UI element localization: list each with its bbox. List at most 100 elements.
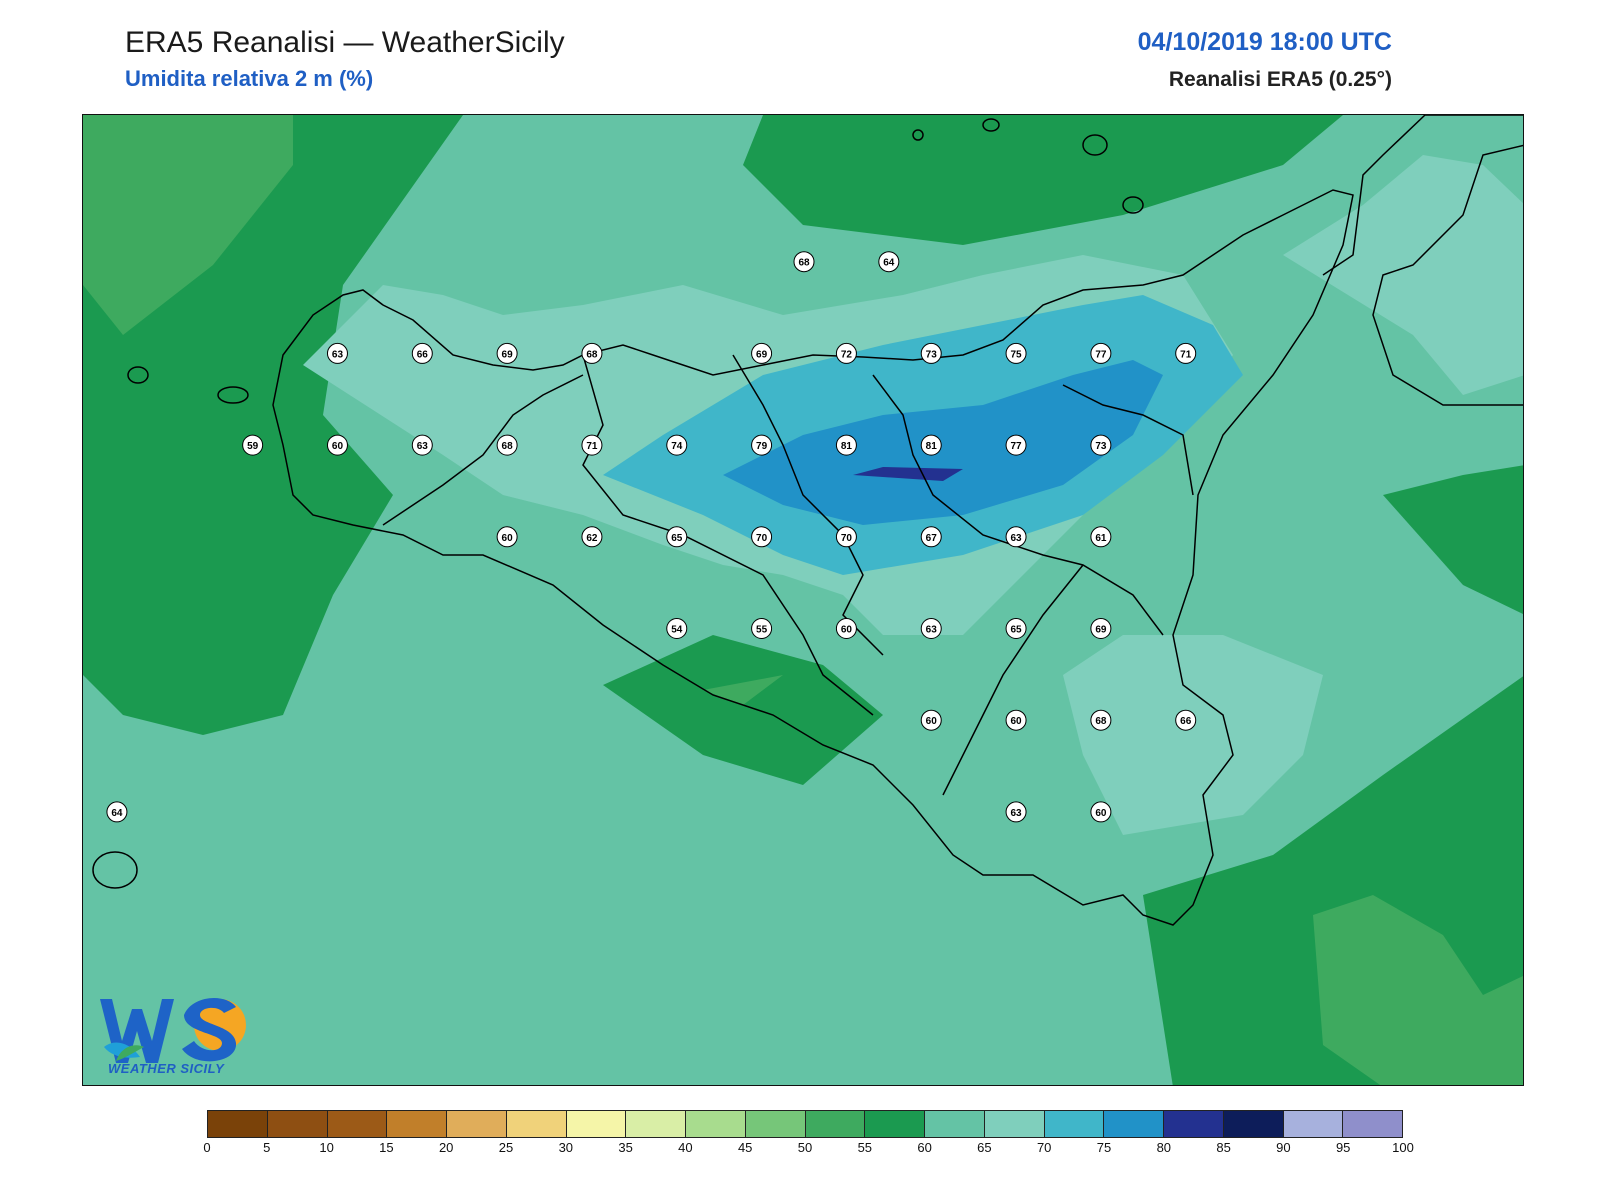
station-marker: 81 [835, 434, 857, 456]
colorbar-tick-label: 15 [379, 1140, 394, 1155]
colorbar-segment [805, 1111, 866, 1137]
colorbar-tick-label: 95 [1335, 1140, 1351, 1155]
colorbar-segment [387, 1111, 447, 1137]
station-marker: 63 [1005, 801, 1027, 823]
station-value: 79 [756, 441, 768, 452]
colorbar-segment [1104, 1111, 1164, 1137]
colorbar-segment [566, 1111, 627, 1137]
colorbar-segment [1044, 1111, 1105, 1137]
colorbar-tick-label: 80 [1156, 1140, 1172, 1155]
station-value: 59 [247, 441, 259, 452]
colorbar-tick-label: 55 [857, 1140, 873, 1155]
station-value: 68 [502, 441, 514, 452]
station-value: 69 [1095, 625, 1107, 636]
colorbar-segment [1223, 1111, 1284, 1137]
colorbar [207, 1110, 1403, 1138]
station-marker: 55 [751, 618, 773, 640]
station-marker: 71 [1175, 342, 1197, 364]
station-value: 67 [926, 533, 938, 544]
colorbar-tick-label: 100 [1392, 1140, 1414, 1155]
station-value: 61 [1095, 533, 1107, 544]
station-marker: 54 [666, 618, 688, 640]
colorbar-segment [447, 1111, 507, 1137]
map-canvas: 68 64 63 66 69 68 69 72 73 75 77 71 59 60 63 68 71 74 79 81… [83, 115, 1523, 1085]
colorbar-tick-label: 40 [678, 1140, 693, 1155]
egadi-islands [127, 366, 249, 404]
station-marker: 73 [1090, 434, 1112, 456]
zone-65-70-northeast [1283, 155, 1523, 395]
station-marker: 69 [751, 342, 773, 364]
colorbar-tick-label: 65 [977, 1140, 992, 1155]
station-value: 66 [417, 349, 429, 360]
station-value: 81 [841, 441, 853, 452]
station-value: 60 [502, 533, 514, 544]
station-value: 70 [756, 533, 768, 544]
station-marker: 60 [1090, 801, 1112, 823]
colorbar-tick-label: 30 [558, 1140, 574, 1155]
station-markers-layer: 68 64 63 66 69 68 69 72 73 75 77 71 59 60 63 68 71 74 79 81… [106, 251, 1197, 823]
station-marker: 63 [1005, 526, 1027, 548]
colorbar-tick-label: 25 [498, 1140, 514, 1155]
station-marker: 79 [751, 434, 773, 456]
station-marker: 60 [326, 434, 348, 456]
station-value: 60 [332, 441, 344, 452]
variable-subtitle: Umidita relativa 2 m (%) [125, 66, 374, 91]
station-marker: 60 [920, 709, 942, 731]
station-marker: 64 [106, 801, 128, 823]
colorbar-tick-label: 20 [438, 1140, 454, 1155]
colorbar-tick-label: 10 [319, 1140, 334, 1155]
station-value: 81 [926, 441, 938, 452]
station-marker: 69 [496, 342, 518, 364]
station-value: 64 [883, 258, 895, 269]
model-label: Reanalisi ERA5 (0.25°) [1168, 68, 1392, 91]
station-value: 77 [1010, 441, 1022, 452]
valid-datetime: 04/10/2019 18:00 UTC [1137, 28, 1392, 56]
station-value: 62 [586, 533, 598, 544]
station-value: 63 [1010, 533, 1022, 544]
colorbar-segment [208, 1111, 268, 1137]
zone-80-85 [853, 467, 963, 481]
station-value: 72 [841, 349, 853, 360]
colorbar-tick-label: 90 [1276, 1140, 1291, 1155]
station-value: 68 [586, 349, 598, 360]
station-marker: 68 [1090, 709, 1112, 731]
station-value: 69 [502, 349, 514, 360]
logo-wordmark: WEATHER SICILY [108, 1061, 225, 1076]
station-marker: 73 [920, 342, 942, 364]
colorbar-segment [686, 1111, 746, 1137]
colorbar-segment [506, 1111, 567, 1137]
station-marker: 75 [1005, 342, 1027, 364]
station-marker: 61 [1090, 526, 1112, 548]
station-marker: 60 [496, 526, 518, 548]
station-value: 63 [417, 441, 429, 452]
station-marker: 70 [835, 526, 857, 548]
station-marker: 72 [835, 342, 857, 364]
zone-50-55-south [703, 675, 783, 705]
station-value: 54 [671, 625, 683, 636]
colorbar-tick-label: 85 [1216, 1140, 1231, 1155]
station-marker: 67 [920, 526, 942, 548]
station-marker: 74 [666, 434, 688, 456]
station-marker: 68 [496, 434, 518, 456]
station-value: 65 [1010, 625, 1022, 636]
colorbar-tick-label: 0 [203, 1140, 211, 1155]
sicily-coastline [272, 189, 1354, 926]
station-marker: 71 [581, 434, 603, 456]
station-value: 63 [332, 349, 344, 360]
station-marker: 60 [835, 618, 857, 640]
station-value: 75 [1010, 349, 1022, 360]
colorbar-segment [865, 1111, 925, 1137]
colorbar-tick-label: 75 [1096, 1140, 1112, 1155]
map-panel: 68 64 63 66 69 68 69 72 73 75 77 71 59 60 63 68 71 74 79 81… [82, 114, 1524, 1086]
station-marker: 66 [1175, 709, 1197, 731]
station-marker: 77 [1090, 342, 1112, 364]
station-marker: 63 [326, 342, 348, 364]
station-marker: 62 [581, 526, 603, 548]
station-marker: 81 [920, 434, 942, 456]
station-value: 60 [926, 716, 938, 727]
station-marker: 66 [411, 342, 433, 364]
station-marker: 64 [878, 251, 900, 273]
station-marker: 70 [751, 526, 773, 548]
colorbar-segment [626, 1111, 686, 1137]
station-value: 55 [756, 625, 768, 636]
